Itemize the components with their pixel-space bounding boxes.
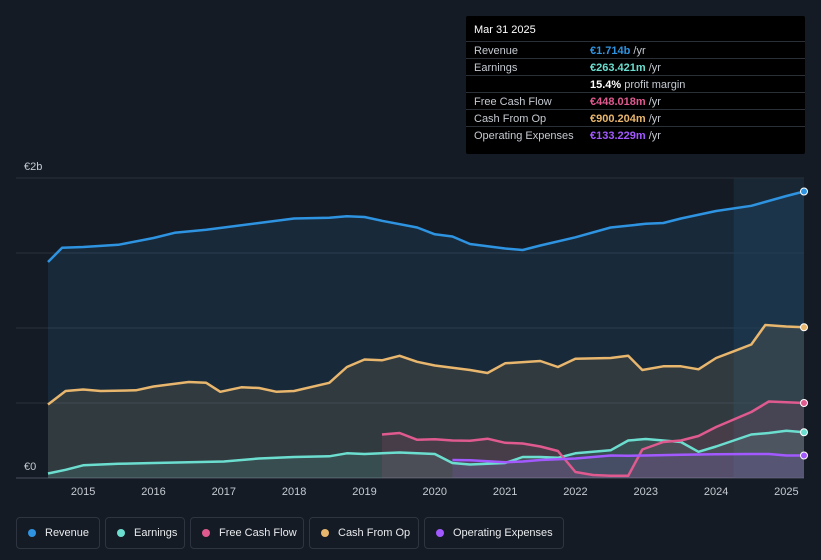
tooltip-row: Revenue €1.714b /yr <box>466 41 805 59</box>
legend-item-operating-expenses[interactable]: Operating Expenses <box>424 517 564 549</box>
revenue-end-dot <box>800 187 808 196</box>
tooltip-row-unit: /yr <box>645 62 661 74</box>
cash-from-op-line <box>47 323 805 406</box>
earnings-end-dot <box>800 428 808 437</box>
series-end-dots <box>800 187 808 460</box>
gridlines <box>16 177 804 479</box>
tooltip-row: Free Cash Flow €448.018m /yr <box>466 92 805 110</box>
series-areas <box>48 191 804 478</box>
x-tick-label: 2017 <box>212 486 236 498</box>
legend-item-earnings[interactable]: Earnings <box>105 517 185 549</box>
tooltip: Mar 31 2025 Revenue €1.714b /yr Earnings €2… <box>466 16 805 154</box>
tooltip-row-label: Cash From Op <box>474 113 547 125</box>
x-tick-label: 2020 <box>423 486 447 498</box>
tooltip-row: 15.4% profit margin <box>466 75 805 93</box>
free-cash-flow-line <box>381 400 805 478</box>
legend-label: Free Cash Flow <box>219 527 297 539</box>
legend-item-cash-from-op[interactable]: Cash From Op <box>309 517 419 549</box>
legend-label: Revenue <box>45 527 90 539</box>
cash-from-op-end-dot <box>800 323 808 332</box>
tooltip-row-label: Free Cash Flow <box>474 96 552 108</box>
revenue-area <box>48 191 804 478</box>
legend-dot-icon <box>321 529 329 537</box>
tooltip-row-label: Operating Expenses <box>474 130 574 142</box>
tooltip-date: Mar 31 2025 <box>474 24 536 36</box>
legend-dot-icon <box>117 529 125 537</box>
legend-item-free-cash-flow[interactable]: Free Cash Flow <box>190 517 304 549</box>
x-tick-label: 2019 <box>352 486 376 498</box>
legend-dot-icon <box>202 529 210 537</box>
x-tick-label: 2018 <box>282 486 306 498</box>
tooltip-row-unit: profit margin <box>621 79 686 91</box>
x-tick-label: 2021 <box>493 486 517 498</box>
tooltip-row: Operating Expenses €133.229m /yr <box>466 126 805 144</box>
tooltip-row-value: €1.714b /yr <box>590 45 646 57</box>
tooltip-row-unit: /yr <box>645 96 661 108</box>
free-cash-flow-area <box>382 401 804 478</box>
tooltip-row-unit: /yr <box>630 45 646 57</box>
tooltip-row-value: €263.421m /yr <box>590 62 661 74</box>
x-tick-label: 2024 <box>704 486 728 498</box>
tooltip-row-value: 15.4% profit margin <box>590 79 686 91</box>
y-axis-ticks: €2b €0 <box>24 161 42 473</box>
operating-expenses-line <box>452 452 804 464</box>
legend-label: Operating Expenses <box>453 527 553 539</box>
x-tick-label: 2023 <box>634 486 658 498</box>
tooltip-row-label: Earnings <box>474 62 518 74</box>
legend-item-revenue[interactable]: Revenue <box>16 517 100 549</box>
revenue-line <box>47 190 805 263</box>
earnings-line <box>47 429 805 475</box>
series-lines <box>47 190 805 478</box>
tooltip-row-value: €133.229m /yr <box>590 130 661 142</box>
tooltip-row-value: €900.204m /yr <box>590 113 661 125</box>
y-tick-label-top: €2b <box>24 161 42 173</box>
x-tick-label: 2025 <box>774 486 798 498</box>
x-tick-label: 2016 <box>141 486 165 498</box>
operating-expenses-end-dot <box>800 451 808 460</box>
tooltip-row-unit: /yr <box>645 113 661 125</box>
tooltip-row-unit: /yr <box>645 130 661 142</box>
free-cash-flow-end-dot <box>800 399 808 407</box>
legend-label: Earnings <box>134 527 178 539</box>
cash-from-op-area <box>48 325 804 478</box>
legend-label: Cash From Op <box>338 527 411 539</box>
x-tick-label: 2015 <box>71 486 95 498</box>
tooltip-row: Cash From Op €900.204m /yr <box>466 109 805 127</box>
tooltip-row-value: €448.018m /yr <box>590 96 661 108</box>
tooltip-row-label: Revenue <box>474 45 519 57</box>
y-tick-label-zero: €0 <box>24 461 36 473</box>
x-axis-ticks: 2015 2016 2017 2018 2019 2020 2021 2022 2023 2024… <box>71 486 799 498</box>
legend-dot-icon <box>436 529 444 537</box>
x-tick-label: 2022 <box>563 486 587 498</box>
tooltip-row: Earnings €263.421m /yr <box>466 58 805 76</box>
legend-dot-icon <box>28 529 36 537</box>
